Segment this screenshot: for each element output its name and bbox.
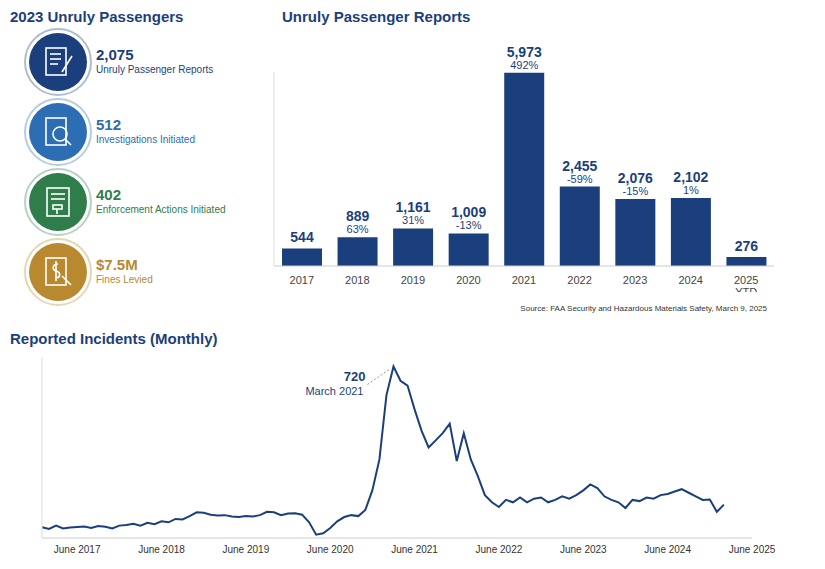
html-text:402: 402 <box>96 186 121 203</box>
svg-text:2020: 2020 <box>456 274 480 286</box>
svg-text:2017: 2017 <box>290 274 314 286</box>
svg-text:1,009: 1,009 <box>451 204 486 220</box>
svg-text:5,973: 5,973 <box>507 44 542 60</box>
svg-text:2,102: 2,102 <box>673 169 708 185</box>
svg-text:2024: 2024 <box>678 274 702 286</box>
html-text:Unruly Passenger Reports: Unruly Passenger Reports <box>282 8 471 25</box>
html-text:Reported Incidents (Monthly): Reported Incidents (Monthly) <box>10 330 218 347</box>
html-text:$7.5M: $7.5M <box>96 256 138 273</box>
svg-text:889: 889 <box>346 208 370 224</box>
svg-text:2018: 2018 <box>345 274 369 286</box>
svg-text:492%: 492% <box>510 59 538 71</box>
svg-text:June 2018: June 2018 <box>138 544 185 555</box>
html-text:Enforcement Actions Initiated: Enforcement Actions Initiated <box>96 204 226 215</box>
svg-text:1,161: 1,161 <box>396 199 431 215</box>
svg-text:2025YTD: 2025YTD <box>734 274 758 292</box>
html-text:Unruly Passenger Reports: Unruly Passenger Reports <box>96 64 214 75</box>
svg-text:63%: 63% <box>347 223 369 235</box>
svg-text:March 2021: March 2021 <box>305 385 363 397</box>
svg-text:720: 720 <box>344 369 366 384</box>
html-text:512: 512 <box>96 116 121 133</box>
svg-text:June 2023: June 2023 <box>560 544 607 555</box>
html-text:Source: FAA Security and Hazar: Source: FAA Security and Hazardous Mater… <box>520 304 767 313</box>
svg-text:-15%: -15% <box>622 185 648 197</box>
svg-text:2022: 2022 <box>567 274 591 286</box>
svg-text:544: 544 <box>290 229 314 245</box>
svg-text:June 2017: June 2017 <box>54 544 101 555</box>
svg-text:June 2024: June 2024 <box>644 544 691 555</box>
svg-text:-59%: -59% <box>567 173 593 185</box>
html-text:2023 Unruly Passengers: 2023 Unruly Passengers <box>10 8 184 25</box>
svg-text:1%: 1% <box>683 184 699 196</box>
svg-text:2023: 2023 <box>623 274 647 286</box>
svg-text:2019: 2019 <box>401 274 425 286</box>
svg-text:June 2021: June 2021 <box>391 544 438 555</box>
html-text:2,075: 2,075 <box>96 46 134 63</box>
svg-text:276: 276 <box>735 238 759 254</box>
svg-text:June 2019: June 2019 <box>223 544 270 555</box>
svg-text:2,455: 2,455 <box>562 158 597 174</box>
svg-text:-13%: -13% <box>456 219 482 231</box>
svg-text:June 2022: June 2022 <box>476 544 523 555</box>
svg-text:2021: 2021 <box>512 274 536 286</box>
svg-text:June 2020: June 2020 <box>307 544 354 555</box>
svg-text:31%: 31% <box>402 214 424 226</box>
svg-text:June 2025: June 2025 <box>729 544 776 555</box>
html-text:Investigations Initiated: Investigations Initiated <box>96 134 195 145</box>
html-text:Fines Levied: Fines Levied <box>96 274 153 285</box>
svg-text:2,076: 2,076 <box>618 170 653 186</box>
